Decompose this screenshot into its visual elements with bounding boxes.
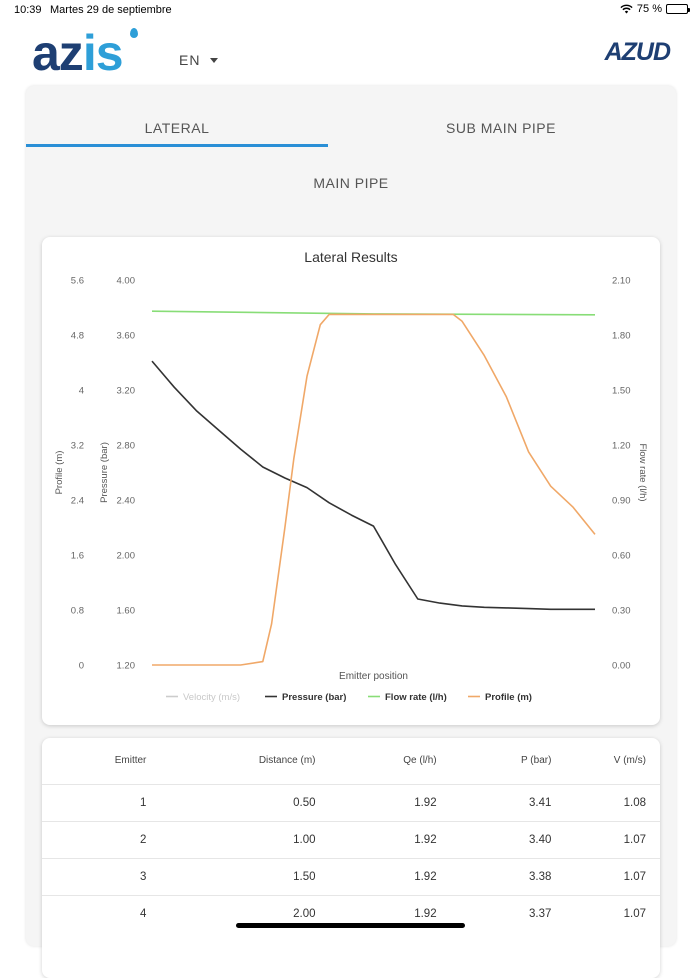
cell-emitter: 1	[42, 783, 147, 821]
tab-main-pipe[interactable]: MAIN PIPE	[313, 175, 389, 191]
battery-icon	[666, 4, 690, 14]
cell-distance: 1.00	[146, 820, 316, 858]
tab-sub-main-pipe[interactable]: SUB MAIN PIPE	[446, 120, 556, 136]
status-time: 10:39	[14, 4, 42, 16]
pressure-tick-label: 1.60	[117, 606, 136, 617]
cell-pressure: 3.40	[436, 820, 552, 858]
cell-velocity: 1.07	[551, 894, 660, 932]
cell-qe: 1.92	[315, 783, 437, 821]
wifi-icon	[620, 4, 633, 14]
azud-logo: AZUD	[604, 38, 671, 66]
battery-percent: 75 %	[636, 3, 662, 15]
cell-emitter: 4	[42, 894, 147, 932]
caret-down-icon	[210, 57, 219, 63]
cell-distance: 1.50	[146, 857, 316, 895]
language-selector[interactable]: EN	[179, 52, 219, 68]
lateral-results-chart: Lateral Results 5.6 4.00 2.10 4.8 3.60 1.80 4 3.…	[42, 237, 660, 725]
language-value: EN	[179, 52, 201, 68]
cell-velocity: 1.07	[551, 820, 660, 858]
table-row: 4 2.00 1.92 3.37 1.07	[42, 894, 660, 932]
flow-axis-label: Flow rate (l/h)	[637, 443, 648, 501]
profile-tick-label: 3.2	[71, 441, 84, 452]
profile-tick-label: 0.8	[71, 606, 84, 617]
tab-lateral[interactable]: LATERAL	[144, 120, 210, 136]
home-indicator[interactable]	[236, 923, 465, 928]
azis-logo-part-b: is	[82, 25, 124, 81]
azis-logo: azis	[32, 25, 138, 81]
x-axis-label: Emitter position	[339, 671, 408, 682]
results-tabs: LATERAL SUB MAIN PIPE MAIN PIPE	[26, 86, 676, 206]
table-row: 1 0.50 1.92 3.41 1.08	[42, 783, 660, 821]
pressure-tick-label: 2.80	[117, 441, 136, 452]
flow-tick-label: 2.10	[612, 276, 631, 287]
profile-tick-label: 2.4	[71, 496, 84, 507]
profile-axis-label: Profile (m)	[54, 451, 65, 495]
flow-tick-label: 0.00	[612, 661, 631, 672]
cell-qe: 1.92	[315, 820, 437, 858]
cell-emitter: 2	[42, 820, 147, 858]
active-tab-indicator	[26, 144, 328, 147]
cell-pressure: 3.38	[436, 857, 552, 895]
water-drop-icon	[130, 28, 138, 38]
legend-label-velocity: Velocity (m/s)	[183, 692, 240, 703]
status-date: Martes 29 de septiembre	[50, 4, 172, 16]
results-card: LATERAL SUB MAIN PIPE MAIN PIPE Lateral …	[26, 86, 676, 978]
legend-label-pressure: Pressure (bar)	[282, 692, 346, 703]
header-velocity: V (m/s)	[613, 755, 646, 767]
table-row: 3 1.50 1.92 3.38 1.07	[42, 857, 660, 895]
flow-tick-label: 1.50	[612, 386, 631, 397]
cell-distance: 0.50	[146, 783, 316, 821]
flow-tick-label: 0.90	[612, 496, 631, 507]
flow-tick-label: 0.60	[612, 551, 631, 562]
pressure-tick-label: 2.40	[117, 496, 136, 507]
emitter-table: Emitter Distance (m) Qe (l/h) P (bar) V …	[42, 738, 660, 932]
pressure-tick-label: 3.60	[117, 331, 136, 342]
cell-emitter: 3	[42, 857, 147, 895]
table-header-row: Emitter Distance (m) Qe (l/h) P (bar) V …	[42, 738, 660, 784]
pressure-tick-label: 3.20	[117, 386, 136, 397]
header-distance: Distance (m)	[258, 755, 316, 767]
azis-logo-part-a: az	[32, 25, 84, 81]
chart-svg: Lateral Results 5.6 4.00 2.10 4.8 3.60 1.80 4 3.…	[54, 249, 648, 703]
app-header: azis EN AZUD	[0, 20, 700, 84]
legend-label-profile: Profile (m)	[485, 692, 532, 703]
pressure-axis-label: Pressure (bar)	[99, 442, 110, 503]
status-bar: 10:39 Martes 29 de septiembre 75 %	[0, 0, 700, 20]
pressure-tick-label: 1.20	[117, 661, 136, 672]
flow-tick-label: 1.20	[612, 441, 631, 452]
cell-velocity: 1.07	[551, 857, 660, 895]
cell-pressure: 3.41	[436, 783, 552, 821]
header-qe: Qe (l/h)	[403, 755, 437, 767]
cell-velocity: 1.08	[551, 783, 660, 821]
pressure-tick-label: 2.00	[117, 551, 136, 562]
cell-pressure: 3.37	[436, 894, 552, 932]
legend-label-flow-rate: Flow rate (l/h)	[385, 692, 447, 703]
cell-qe: 1.92	[315, 857, 437, 895]
status-indicators: 75 %	[620, 3, 690, 15]
profile-tick-label: 0	[79, 661, 84, 672]
pressure-line	[151, 360, 595, 611]
profile-tick-label: 4	[79, 386, 84, 397]
flow-tick-label: 0.30	[612, 606, 631, 617]
pressure-tick-label: 4.00	[117, 276, 136, 287]
flow-tick-label: 1.80	[612, 331, 631, 342]
table-row: 2 1.00 1.92 3.40 1.07	[42, 820, 660, 858]
profile-tick-label: 4.8	[71, 331, 84, 342]
header-emitter: Emitter	[114, 755, 147, 767]
chart-title: Lateral Results	[304, 249, 397, 265]
profile-tick-label: 1.6	[71, 551, 84, 562]
header-pressure: P (bar)	[521, 755, 552, 767]
profile-tick-label: 5.6	[71, 276, 84, 287]
emitter-table-card: Emitter Distance (m) Qe (l/h) P (bar) V …	[42, 738, 660, 978]
profile-line	[152, 313, 596, 666]
